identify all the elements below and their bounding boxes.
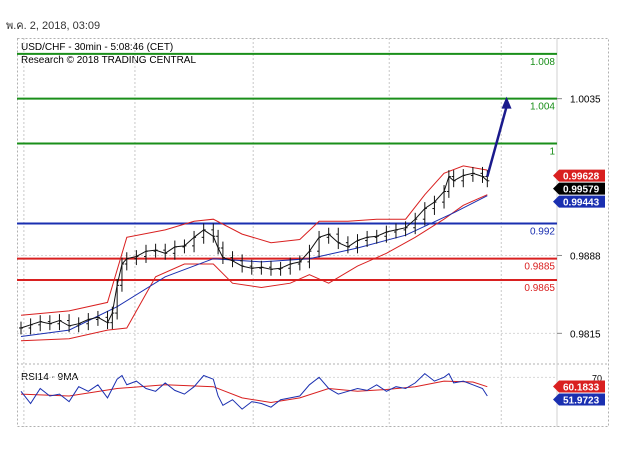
header-bar: พ.ค. 2, 2018, 03:09 <box>0 0 621 32</box>
level-label: 0.9865 <box>524 283 555 294</box>
price-badge <box>553 169 605 182</box>
date-time-label: พ.ค. 2, 2018, 03:09 <box>6 20 101 32</box>
price-badge <box>553 195 605 208</box>
rsi-badge <box>553 380 605 393</box>
bollinger-upper-line <box>20 165 488 316</box>
series-layer <box>19 96 512 410</box>
usdchf-chart: USD/CHF - 30min - 5:08:46 (CET) Research… <box>17 38 609 427</box>
rsi-tick-label: 70 <box>592 373 602 383</box>
rsi-ma-line <box>20 380 488 404</box>
level-label: 1 <box>549 146 555 157</box>
rsi-badge-label: 60.1833 <box>563 382 600 393</box>
level-label: 1.008 <box>530 57 555 68</box>
rsi-badge-label: 51.9723 <box>563 395 600 406</box>
axis-layer: 1.0035 0.9888 0.9815 70 0.99628 0.99579 0.9944… <box>553 95 605 406</box>
price-tick-label: 0.9888 <box>570 251 601 262</box>
price-line <box>20 172 488 329</box>
chart-title: USD/CHF - 30min - 5:08:46 (CET) <box>21 42 173 53</box>
bollinger-lower-line <box>20 194 488 342</box>
rsi-line <box>20 372 488 410</box>
projection-arrow-head <box>501 96 512 109</box>
rsi-badge <box>553 393 605 406</box>
projection-arrow-line <box>486 106 508 177</box>
level-label: 1.004 <box>530 102 555 113</box>
level-layer: 1.008 1.004 1 0.992 0.9885 0.9865 <box>17 52 557 294</box>
level-label: 0.9885 <box>524 262 555 273</box>
level-label: 0.992 <box>530 226 555 237</box>
price-badge-label: 0.99628 <box>563 172 600 183</box>
price-badge <box>553 182 605 195</box>
chart-subtitle: Research © 2018 TRADING CENTRAL <box>21 55 196 66</box>
price-badge-label: 0.99443 <box>563 198 600 209</box>
price-badge-label: 0.99579 <box>563 185 600 196</box>
chart-border <box>17 38 609 427</box>
price-tick-label: 0.9815 <box>570 329 601 340</box>
price-tick-label: 1.0035 <box>570 95 601 106</box>
